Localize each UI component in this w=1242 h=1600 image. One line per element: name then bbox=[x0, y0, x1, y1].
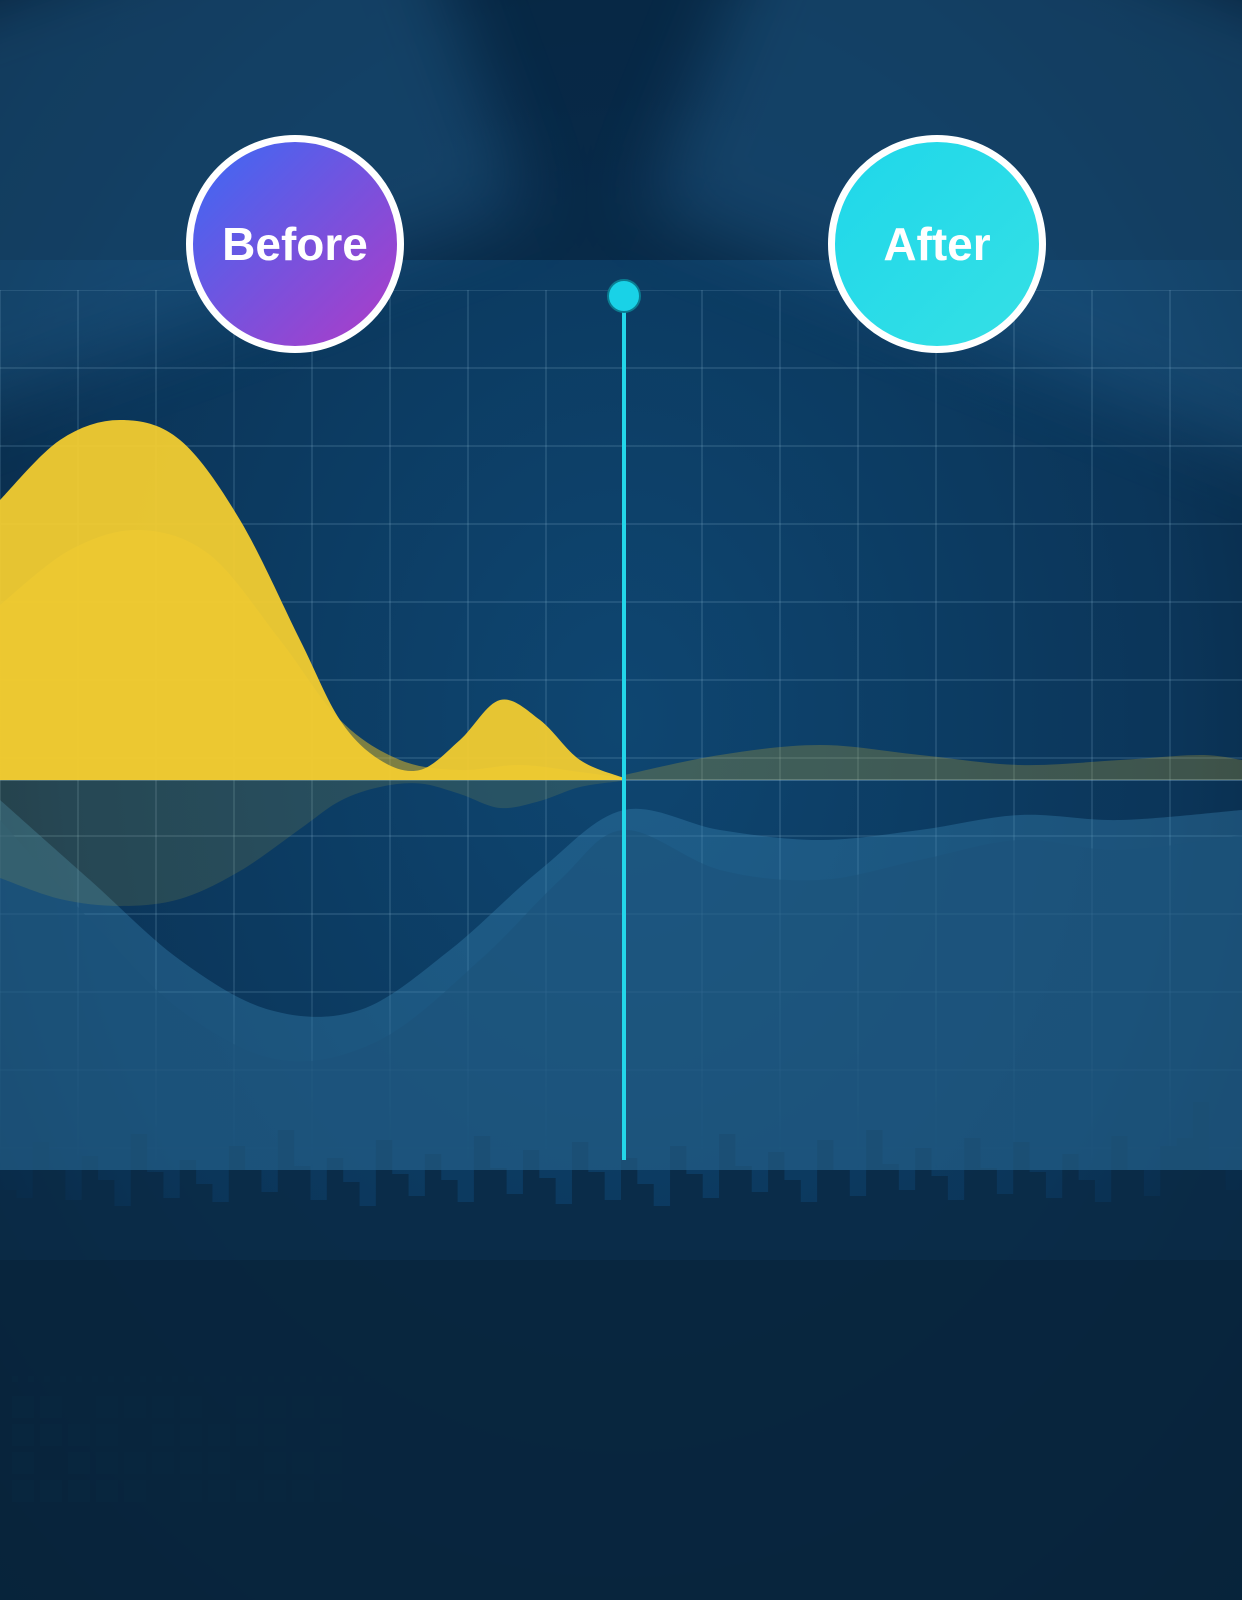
bottom-shade bbox=[0, 1260, 1242, 1600]
divider-dot-icon bbox=[608, 280, 640, 312]
after-badge: After bbox=[828, 135, 1046, 353]
before-label: Before bbox=[222, 217, 368, 271]
before-badge: Before bbox=[186, 135, 404, 353]
after-label: After bbox=[883, 217, 990, 271]
chart-viewport: Before After bbox=[0, 0, 1242, 1600]
